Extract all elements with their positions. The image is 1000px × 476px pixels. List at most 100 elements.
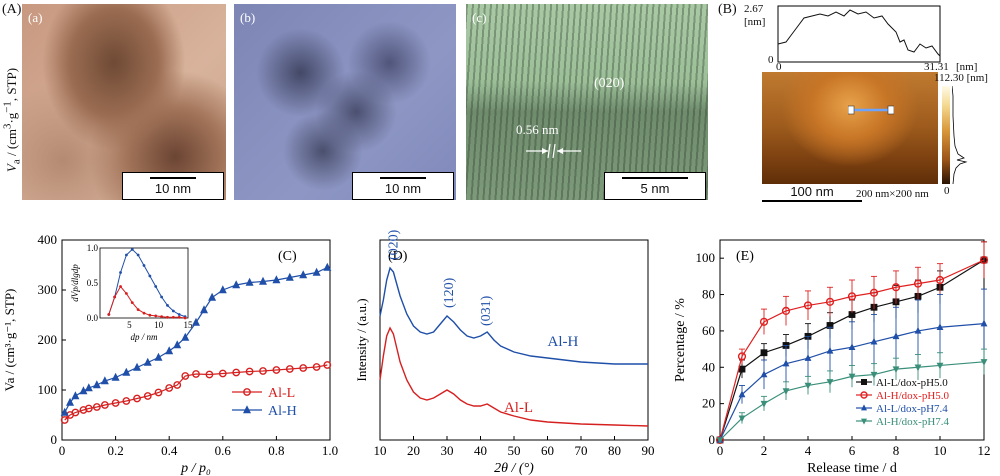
chart-c-legend-label: Al-L	[268, 386, 295, 401]
chart-e-legend-marker	[861, 379, 867, 385]
chart-c-inset-point	[136, 253, 140, 257]
chart-d-panel-label: (D)	[388, 249, 408, 264]
chart-c-xlabel: p / p₀	[180, 461, 211, 476]
chart-d-xtick-label: 70	[575, 443, 588, 458]
chart-c-xtick-label: 0.8	[268, 443, 284, 458]
chart-c-series-line	[64, 364, 328, 421]
chart-e-series-line	[719, 361, 985, 441]
chart-c-point	[71, 408, 80, 417]
chart-c-inset-point	[142, 264, 146, 267]
chart-c-point	[154, 388, 163, 397]
afm-image	[762, 72, 938, 184]
chart-c-xtick-label: 0.6	[215, 443, 232, 458]
chart-c-inset-point	[160, 295, 164, 299]
chart-c-point	[323, 262, 332, 271]
tem-b-label: (b)	[240, 10, 256, 25]
chart-e-point	[980, 319, 988, 327]
afm-colorbar-min: 0	[944, 185, 950, 197]
chart-c-point	[173, 340, 182, 349]
chart-e-point	[716, 437, 724, 445]
tem-b-scale-text: 10 nm	[384, 180, 422, 196]
chart-c-point	[299, 270, 308, 279]
chart-c-point	[84, 404, 93, 413]
chart-d-annotation: (020)	[387, 229, 402, 260]
chart-e-point	[826, 379, 834, 386]
chart-c-ytick-label: 100	[38, 382, 58, 397]
chart-d-series-line	[379, 326, 649, 427]
chart-c-inset-point	[160, 315, 164, 318]
chart-e-legend-marker	[861, 404, 867, 411]
chart-c-inset-point	[142, 311, 146, 315]
chart-e-ytick-label: 60	[702, 323, 715, 338]
chart-c-inset-point	[166, 315, 169, 319]
chart-c-inset-point	[125, 292, 128, 295]
tem-c-scale-text: 5 nm	[640, 180, 670, 196]
chart-e-point	[847, 292, 857, 301]
chart-c-legend-marker	[243, 388, 251, 396]
chart-e-point	[782, 359, 790, 367]
chart-e-point	[870, 337, 878, 345]
chart-e-ytick-label: 80	[702, 287, 715, 302]
chart-c-point	[312, 363, 321, 371]
chart-e-point	[936, 323, 944, 330]
chart-e-point	[869, 288, 879, 297]
chart-c-point	[218, 285, 227, 294]
afm-size: 200 nm×200 nm	[856, 188, 929, 200]
chart-c-inset-ylabel: dVp/dlgdp	[70, 264, 80, 302]
chart-c-point	[100, 401, 109, 409]
chart-c-xtick-label: 0.4	[161, 443, 178, 458]
chart-c-ytick-label: 400	[38, 232, 58, 247]
chart-c-point	[92, 380, 101, 389]
chart-e-point	[760, 349, 768, 357]
panel-b-label: (B)	[718, 2, 737, 17]
chart-c-inset-ytick-label: 1.0	[87, 243, 99, 253]
chart-e-xtick-label: 12	[978, 443, 991, 458]
chart-c-inset-point	[154, 285, 158, 288]
chart-d-ylabel: Intensity / (a.u.)	[354, 298, 369, 381]
chart-e: 0 2 4 6 8 10 12 0 20 40 60 80 100 Release time / d Per…	[673, 239, 991, 476]
chart-c-inset-point	[166, 304, 169, 307]
afm-profile-xunit: [nm]	[956, 61, 978, 73]
chart-d-xtick-label: 10	[374, 443, 387, 458]
chart-e-ylabel: Percentage / %	[673, 298, 688, 382]
afm-histogram	[952, 86, 968, 184]
chart-e-point	[804, 382, 812, 390]
tem-a-scalebar: 10 nm	[122, 172, 224, 200]
chart-e-xtick-label: 0	[717, 443, 724, 458]
chart-e-point	[914, 364, 922, 372]
chart-d-annotation: (120)	[442, 277, 457, 308]
chart-c-point	[181, 372, 190, 380]
afm-colorbar-max: 112.30 [nm]	[934, 72, 988, 84]
chart-c-point	[71, 391, 80, 400]
chart-c-inset-point	[154, 314, 158, 318]
chart-c-point	[205, 370, 214, 379]
chart-d-xlabel: 2θ / (°)	[494, 461, 534, 476]
chart-e-point	[848, 311, 856, 318]
tem-c-plane: (020)	[594, 76, 625, 91]
chart-e-point	[759, 317, 769, 326]
chart-c-inset-point	[177, 315, 181, 319]
chart-e-point	[825, 297, 835, 306]
chart-e-point	[936, 362, 944, 370]
chart-c-point	[100, 376, 109, 385]
chart-c-inset-point	[119, 271, 122, 274]
chart-c-point	[79, 386, 88, 395]
chart-c-ylabel: Va / (cm³·g⁻¹, STP)	[2, 289, 17, 392]
chart-d-xtick-label: 90	[642, 443, 655, 458]
chart-c-xtick-label: 0	[59, 443, 66, 458]
chart-c-point	[285, 272, 294, 281]
chart-c-inset-point	[119, 285, 122, 288]
chart-e-panel-label: (E)	[736, 249, 754, 264]
tem-image-a: (a) 10 nm	[22, 4, 226, 200]
chart-c-point	[143, 357, 152, 366]
chart-c-inset-xlabel: dp / nm	[131, 332, 159, 342]
chart-d-xtick-label: 40	[474, 443, 487, 458]
chart-e-ytick-label: 40	[702, 359, 715, 374]
chart-e-point	[913, 279, 923, 288]
chart-d-xtick-label: 80	[608, 443, 621, 458]
chart-c-point	[79, 406, 88, 414]
afm-panel: 2.67 [nm] 0 0 31.31 [nm] 112.30 [nm] 0 1…	[738, 4, 1000, 204]
chart-e-point	[891, 283, 901, 292]
chart-c-point	[111, 372, 120, 381]
chart-c-point	[92, 403, 101, 411]
